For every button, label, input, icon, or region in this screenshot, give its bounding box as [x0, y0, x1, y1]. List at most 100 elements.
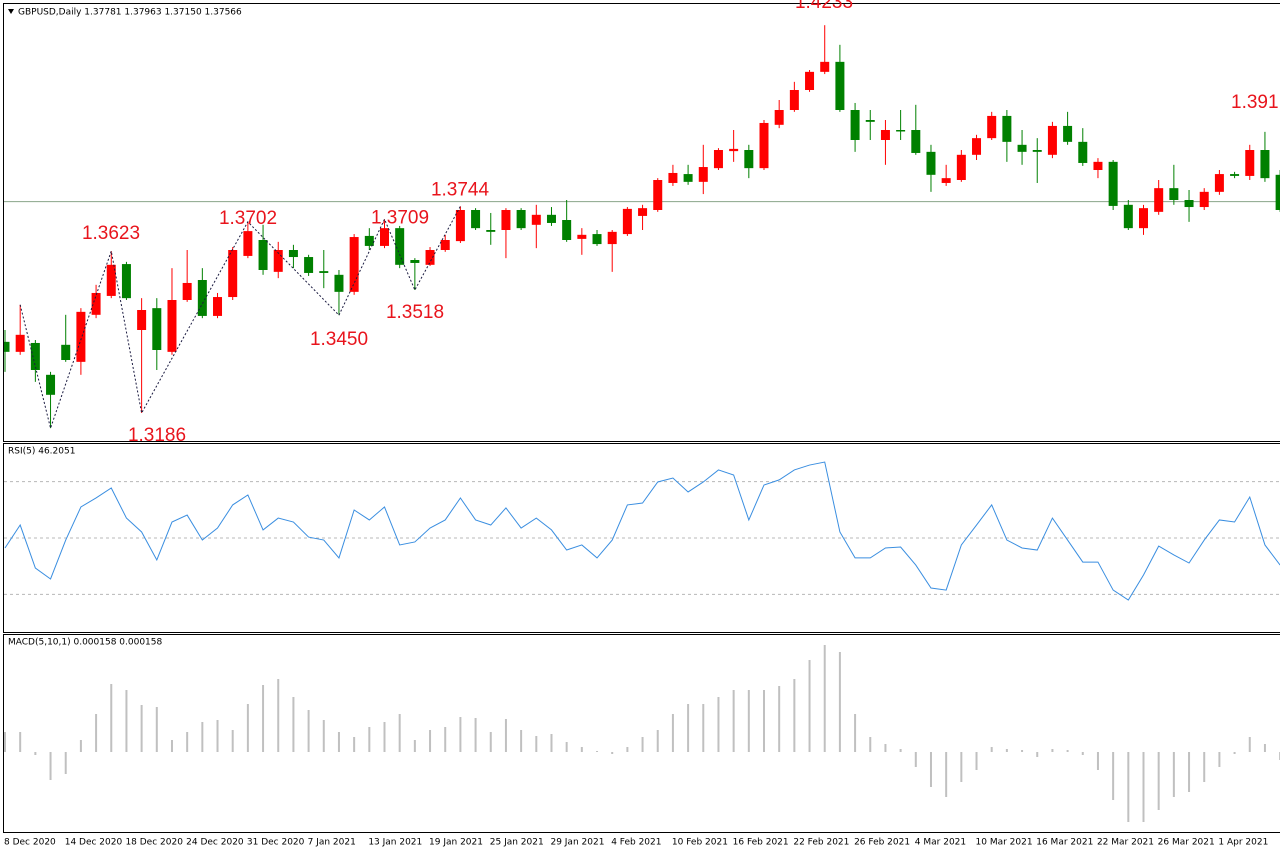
histogram-bar	[64, 752, 67, 774]
menu-arrow[interactable]	[8, 9, 14, 14]
candle-body	[638, 208, 648, 216]
candle-body	[1002, 115, 1012, 142]
candle-body	[152, 308, 162, 350]
histogram-bar	[368, 727, 371, 752]
macd-panel	[3, 634, 1280, 833]
candle-body	[15, 334, 25, 352]
histogram-bar	[535, 736, 538, 752]
candle-body	[926, 151, 936, 175]
price-annotation: 1.3623	[82, 223, 140, 244]
candle-body	[137, 310, 147, 330]
x-tick-label: 31 Dec 2020	[247, 838, 305, 848]
candle-body	[486, 230, 496, 232]
price-annotation: 1.3744	[431, 179, 490, 200]
price-area	[4, 25, 1280, 430]
candle-body	[76, 311, 86, 362]
histogram-bar	[474, 718, 477, 752]
x-tick-label: 16 Mar 2021	[1036, 838, 1093, 848]
candle-body	[197, 280, 207, 316]
x-tick-label: 4 Mar 2021	[915, 838, 966, 848]
histogram-bar	[702, 704, 705, 752]
histogram-bar	[763, 690, 765, 752]
candle-body	[1032, 150, 1042, 152]
candle-body	[471, 210, 481, 229]
candle-body	[1199, 191, 1209, 208]
candle-body	[1108, 161, 1118, 206]
candle-body	[911, 130, 921, 153]
x-tick-label: 25 Jan 2021	[490, 838, 544, 848]
candle-body	[896, 130, 906, 132]
histogram-bar	[1157, 752, 1160, 810]
candle-body	[288, 250, 298, 258]
histogram-bar	[140, 705, 143, 752]
histogram-bar	[19, 732, 22, 752]
histogram-bar	[975, 752, 978, 770]
candle-body	[61, 344, 71, 360]
x-tick-label: 7 Jan 2021	[308, 838, 356, 848]
candle-body	[850, 110, 860, 140]
price-annotation: 1.3702	[219, 208, 277, 229]
price-annotation: 1.4233	[795, 0, 853, 13]
price-annotation: 1.3186	[128, 425, 186, 446]
histogram-bar	[747, 690, 750, 752]
histogram-bar	[1036, 752, 1039, 757]
candle-body	[987, 115, 997, 139]
histogram-bar	[1233, 752, 1236, 754]
candle-body	[349, 237, 359, 292]
candle-body	[1184, 200, 1194, 208]
histogram-bar	[413, 740, 416, 752]
candle-body	[410, 260, 420, 263]
histogram-bar	[337, 732, 340, 752]
histogram-bar	[550, 734, 553, 752]
histogram-bar	[1021, 750, 1024, 752]
histogram-bar	[322, 720, 325, 752]
histogram-bar	[687, 704, 690, 752]
histogram-bar	[262, 685, 265, 752]
histogram-bar	[838, 652, 841, 752]
rsi-area	[4, 461, 1280, 601]
histogram-bar	[1263, 744, 1266, 752]
histogram-bar	[929, 752, 932, 787]
histogram-bar	[596, 751, 599, 752]
candle-body	[425, 250, 435, 265]
x-tick-label: 22 Feb 2021	[793, 838, 849, 848]
histogram-bar	[884, 744, 887, 752]
candle-body	[820, 61, 830, 72]
x-tick-label: 8 Dec 2020	[4, 838, 56, 848]
candle-body	[516, 210, 526, 229]
histogram-bar	[1248, 737, 1251, 752]
x-tick-label: 24 Dec 2020	[186, 838, 244, 848]
candle-body	[562, 220, 572, 240]
macd-title: MACD(5,10,1) 0.000158 0.000158	[8, 638, 163, 648]
histogram-bar	[444, 727, 447, 752]
histogram-bar	[960, 752, 963, 782]
histogram-bar	[398, 714, 401, 752]
candle-body	[668, 172, 678, 183]
histogram-bar	[520, 730, 523, 752]
candle-body	[577, 234, 587, 239]
histogram-bar	[854, 714, 857, 752]
candle-body	[1123, 204, 1133, 229]
candle-body	[1275, 174, 1280, 210]
histogram-bar	[1112, 752, 1115, 800]
candle-body	[1063, 125, 1073, 142]
candle-body	[167, 300, 177, 352]
candle-body	[880, 130, 890, 140]
candle-body	[789, 90, 799, 110]
histogram-bar	[504, 719, 507, 752]
candle-body	[972, 138, 982, 155]
histogram-bar	[990, 747, 993, 752]
histogram-bar	[155, 707, 158, 752]
candle-body	[46, 374, 56, 395]
candle-body	[1139, 208, 1148, 229]
x-tick-label: 4 Feb 2021	[611, 838, 661, 848]
x-tick-label: 14 Dec 2020	[65, 838, 123, 848]
candle-body	[1154, 188, 1164, 212]
histogram-bar	[899, 749, 902, 752]
candle-body	[395, 228, 405, 265]
candle-body	[835, 61, 845, 110]
candle-body	[1230, 174, 1240, 176]
histogram-bar	[1096, 752, 1099, 770]
candle-body	[121, 264, 131, 299]
